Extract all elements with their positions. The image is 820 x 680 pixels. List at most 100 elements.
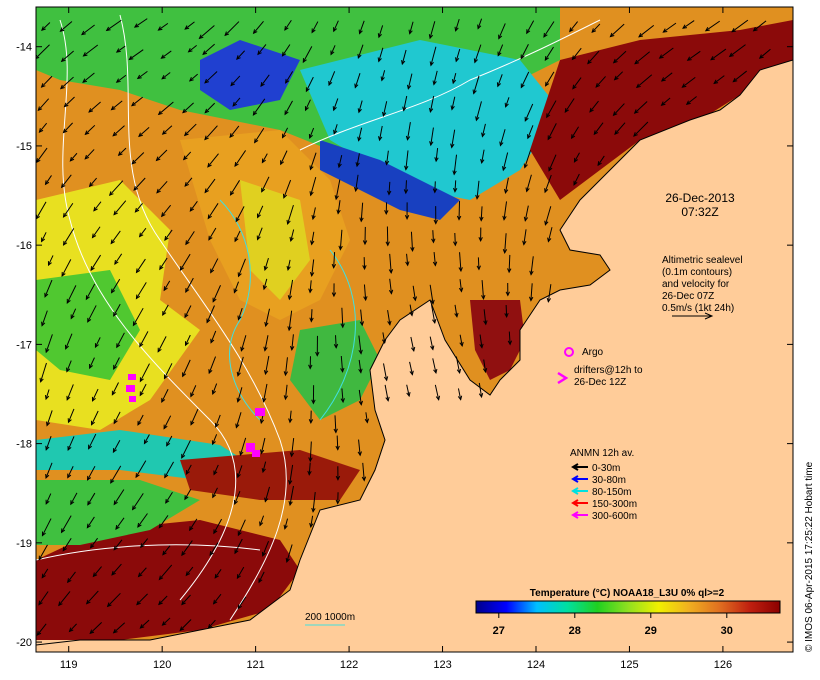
velocity-arrow <box>543 21 555 38</box>
velocity-arrow <box>113 303 121 317</box>
velocity-arrow <box>158 22 169 31</box>
velocity-arrow <box>530 283 533 301</box>
velocity-arrow <box>111 278 121 293</box>
velocity-arrow <box>454 304 458 317</box>
velocity-arrow <box>409 361 413 375</box>
contour-line <box>299 19 601 151</box>
velocity-arrow <box>60 76 74 90</box>
velocity-arrowhead <box>355 162 360 168</box>
velocity-arrow <box>41 75 53 88</box>
velocity-arrow <box>333 252 336 268</box>
velocity-arrow <box>547 227 553 242</box>
velocity-arrow <box>92 226 101 238</box>
velocity-arrowhead <box>331 292 337 298</box>
altimetry-line: and velocity for <box>662 279 730 290</box>
drifter-marker <box>246 443 255 452</box>
velocity-arrowhead <box>181 453 186 459</box>
velocity-arrowhead <box>479 216 484 222</box>
velocity-arrowhead <box>459 341 464 348</box>
velocity-arrowhead <box>548 166 553 172</box>
velocity-arrow <box>224 21 240 36</box>
sea-temperature-field <box>36 7 793 640</box>
velocity-arrowhead <box>45 445 50 451</box>
y-axis: -14 -15 -16 -17 -18 -19 -20 <box>16 42 793 649</box>
velocity-arrow <box>139 227 147 237</box>
velocity-arrowhead <box>198 34 204 40</box>
velocity-arrowhead <box>134 207 140 213</box>
velocity-arrowhead <box>128 55 134 61</box>
velocity-arrowhead <box>164 473 169 479</box>
velocity-arrow <box>335 335 337 348</box>
velocity-arrowhead <box>211 440 216 446</box>
velocity-arrow <box>454 180 457 192</box>
velocity-arrowhead <box>285 557 290 564</box>
velocity-arrowhead <box>710 55 716 61</box>
velocity-arrow <box>291 438 295 457</box>
velocity-arrowhead <box>335 499 341 505</box>
velocity-arrowhead <box>401 60 406 66</box>
velocity-arrowhead <box>89 364 94 370</box>
velocity-arrow <box>309 127 315 139</box>
velocity-arrowhead <box>85 295 90 301</box>
velocity-arrow <box>336 435 339 450</box>
velocity-arrowhead <box>450 105 455 111</box>
velocity-arrowhead <box>404 165 409 171</box>
velocity-arrowhead <box>358 349 363 355</box>
velocity-arrowhead <box>529 270 534 276</box>
depth-legend-arrowhead <box>571 499 579 507</box>
velocity-arrowhead <box>377 33 382 39</box>
velocity-arrowhead <box>496 82 502 88</box>
velocity-arrow <box>497 44 504 56</box>
velocity-arrowhead <box>475 194 480 200</box>
velocity-arrowhead <box>358 400 364 406</box>
velocity-arrowhead <box>67 418 72 424</box>
velocity-arrow <box>634 51 650 65</box>
velocity-arrow <box>184 123 197 136</box>
drifter-marker <box>128 374 136 380</box>
velocity-arrow <box>564 98 575 113</box>
velocity-arrowhead <box>179 626 185 632</box>
velocity-arrowhead <box>328 80 333 87</box>
velocity-arrow <box>478 382 483 398</box>
velocity-arrowhead <box>252 110 258 116</box>
velocity-arrow <box>358 335 362 354</box>
velocity-arrow <box>457 388 462 400</box>
velocity-arrowhead <box>380 76 385 82</box>
velocity-arrowhead <box>524 116 529 122</box>
velocity-arrowhead <box>385 241 390 247</box>
velocity-arrow <box>69 623 77 632</box>
velocity-arrowhead <box>62 240 68 246</box>
velocity-arrowhead <box>752 26 758 32</box>
velocity-arrow <box>132 307 144 326</box>
velocity-arrow <box>382 332 386 343</box>
velocity-arrow <box>237 519 246 536</box>
velocity-arrow <box>262 461 267 473</box>
velocity-arrowhead <box>405 261 410 267</box>
velocity-arrowhead <box>308 457 313 463</box>
velocity-arrow <box>311 259 315 276</box>
velocity-arrow <box>41 232 47 242</box>
velocity-arrow <box>311 231 315 245</box>
velocity-arrow <box>455 18 460 31</box>
velocity-arrowhead <box>309 522 314 529</box>
velocity-arrowhead <box>60 183 66 189</box>
velocity-arrow <box>207 153 219 168</box>
velocity-arrow <box>358 389 362 405</box>
velocity-arrowhead <box>311 399 316 405</box>
velocity-arrow <box>163 280 171 291</box>
velocity-arrowhead <box>456 215 462 221</box>
velocity-arrow <box>386 150 389 165</box>
velocity-arrow <box>111 382 119 395</box>
velocity-arrowhead <box>612 58 618 64</box>
velocity-arrow <box>213 518 223 534</box>
velocity-arrow <box>87 465 96 481</box>
velocity-arrowhead <box>258 578 263 584</box>
velocity-arrowhead <box>335 445 340 451</box>
velocity-arrowhead <box>520 54 525 60</box>
velocity-arrowhead <box>188 76 194 82</box>
velocity-arrow <box>260 74 270 87</box>
velocity-arrow <box>358 127 363 141</box>
velocity-arrowhead <box>163 286 168 292</box>
velocity-arrowhead <box>284 25 289 31</box>
velocity-arrowhead <box>503 188 509 194</box>
